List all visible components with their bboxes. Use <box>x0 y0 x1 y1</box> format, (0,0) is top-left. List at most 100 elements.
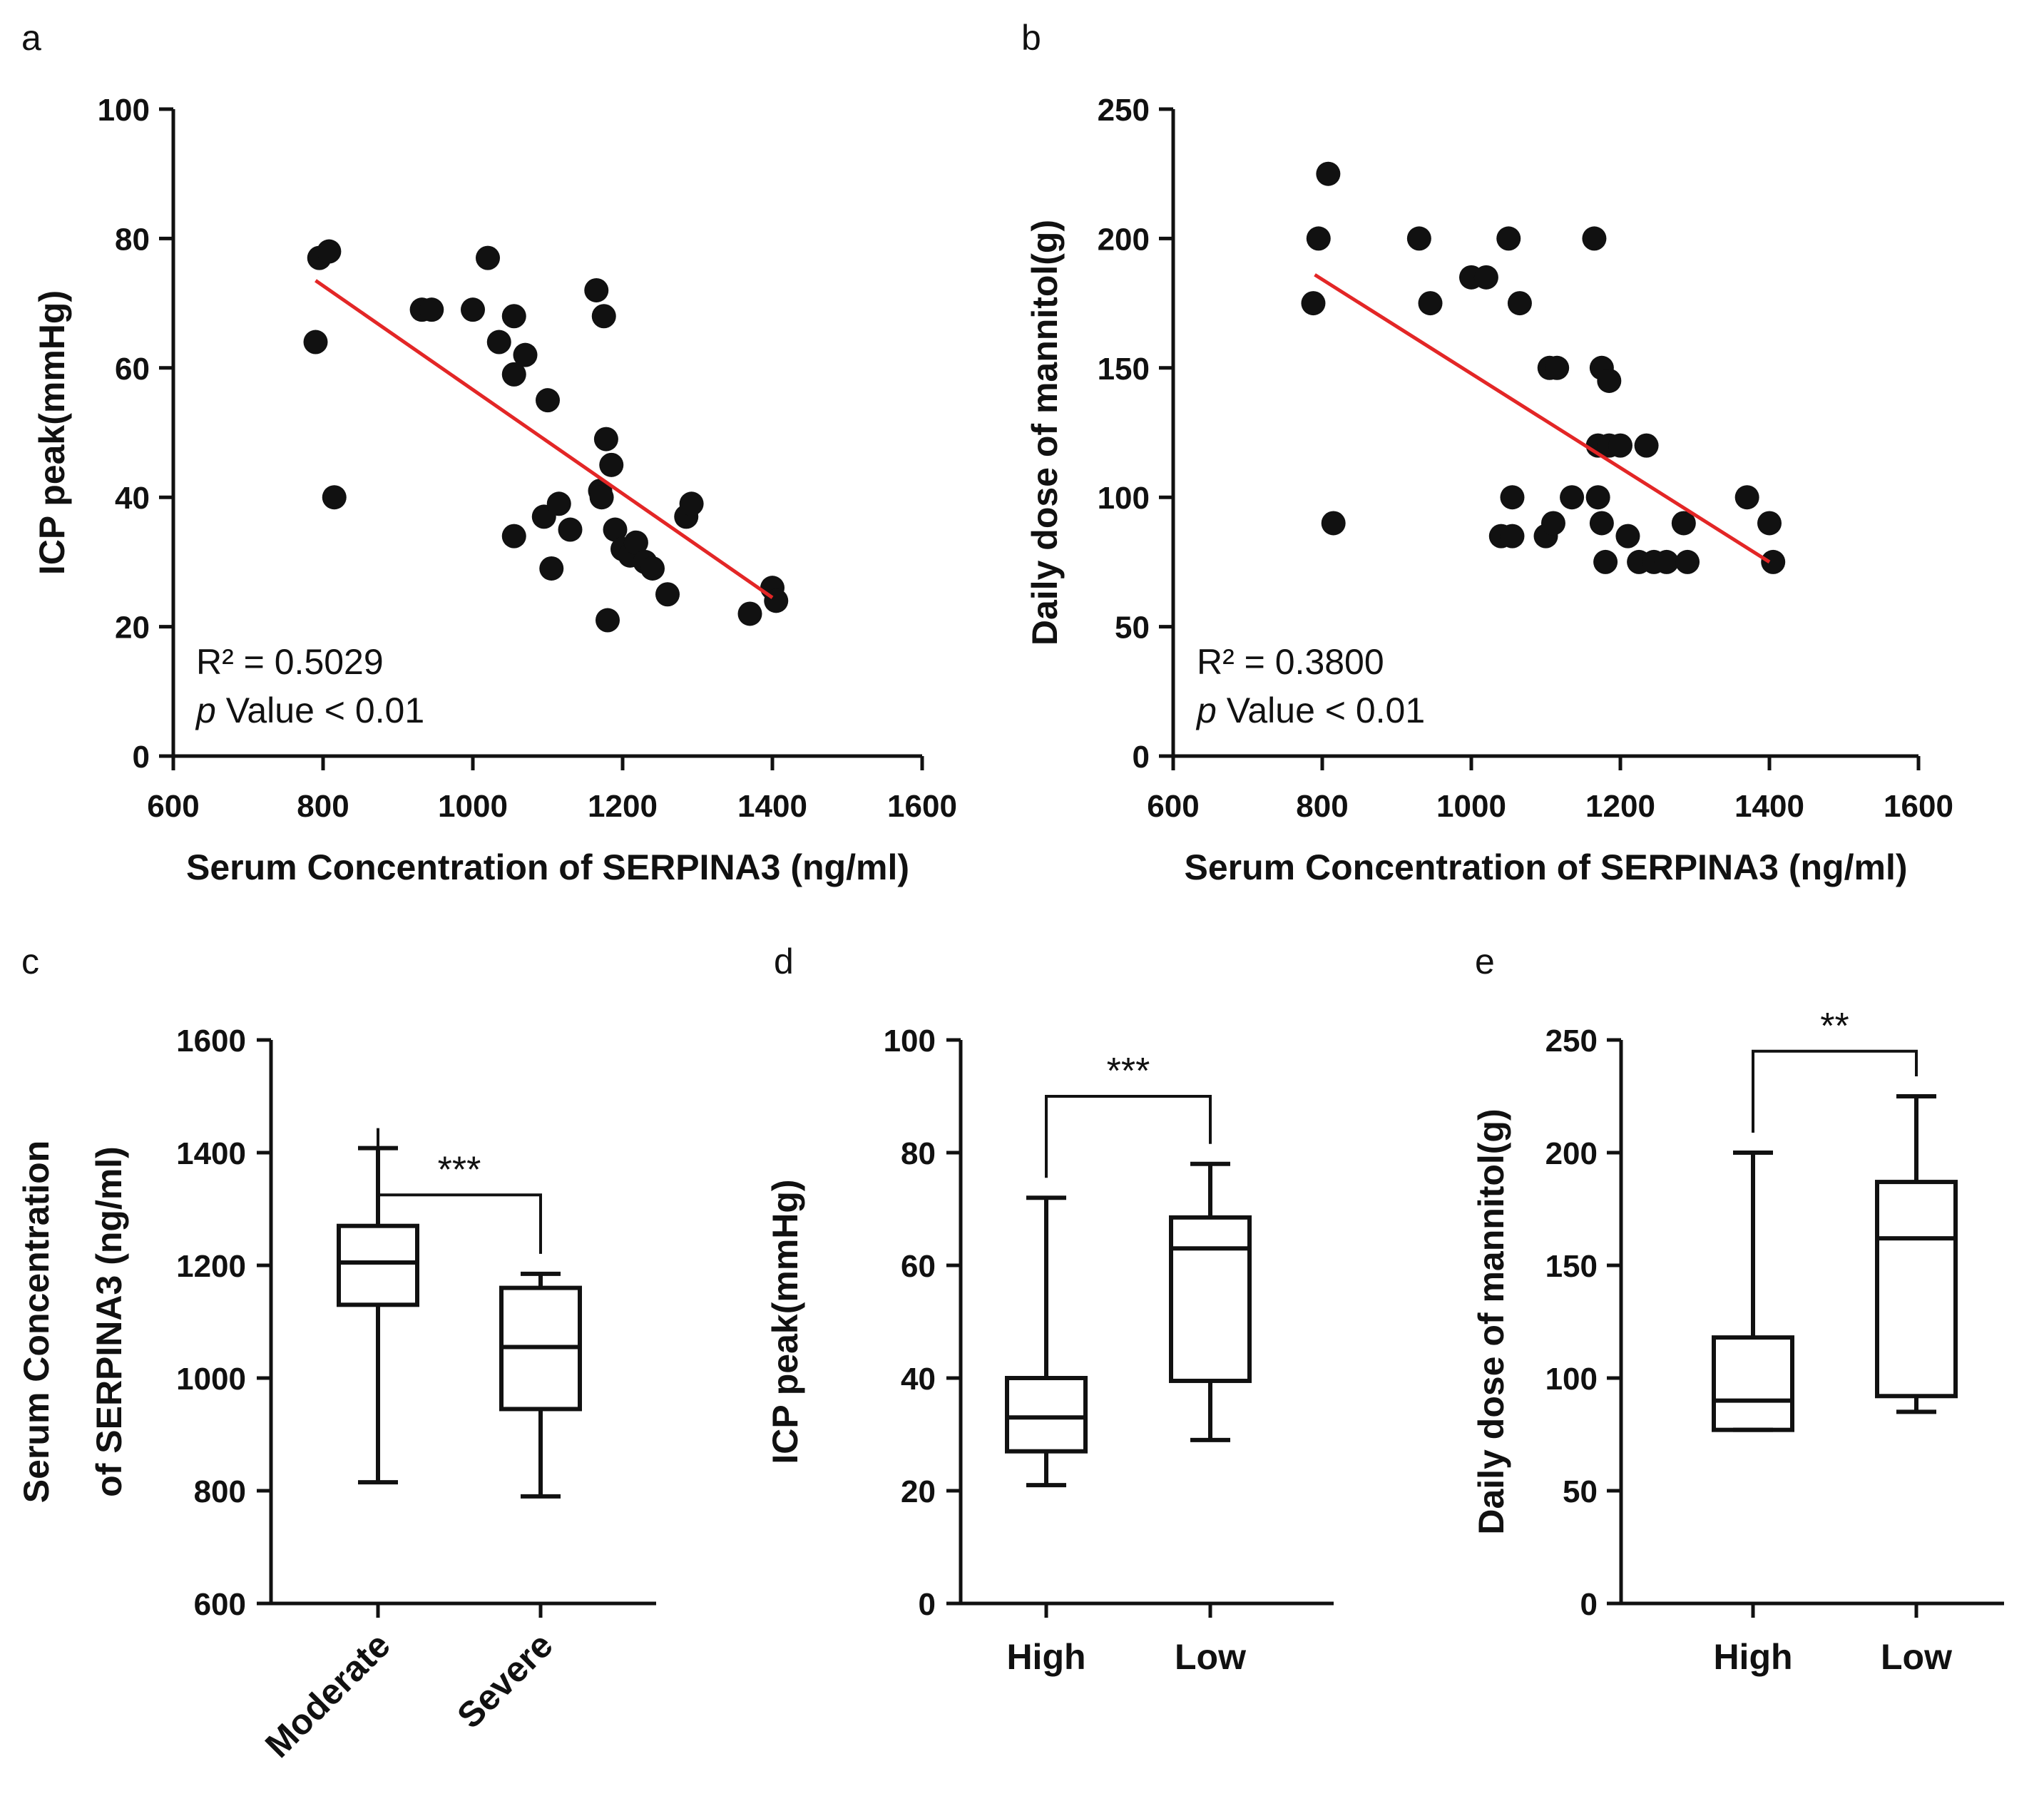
y-axis-title-line: of SERPINA3 (ng/ml) <box>89 1146 129 1497</box>
data-point <box>1321 511 1346 536</box>
box-iqr <box>1169 1215 1252 1383</box>
data-point <box>623 530 648 555</box>
y-axis-title: Daily dose of mannitol(g) <box>1471 1108 1511 1534</box>
data-point <box>501 362 526 387</box>
y-tick-label: 20 <box>901 1474 936 1509</box>
data-point <box>1306 226 1331 251</box>
y-tick-label: 40 <box>115 481 150 516</box>
data-point <box>539 556 564 581</box>
significance-bracket <box>1752 1049 1918 1133</box>
x-tick-label: 1000 <box>438 789 508 824</box>
panel-d: d 0 20 40 60 80 100 High Low *** ICP peak(mmHg) <box>765 942 1334 1677</box>
data-point <box>1496 226 1521 251</box>
y-tick-label: 50 <box>1115 611 1150 646</box>
panel-e: e 0 50 100 150 200 250 High Low ** Daily dose of m… <box>1471 942 2004 1677</box>
data-point <box>1671 511 1696 536</box>
data-point <box>1589 511 1614 536</box>
data-point <box>486 330 511 354</box>
y-tick-label: 0 <box>133 740 150 775</box>
x-axis-title: Serum Concentration of SERPINA3 (ng/ml) <box>1185 847 1908 887</box>
r-squared-label: R² = 0.5029 <box>196 642 384 682</box>
x-tick-label: 1600 <box>887 789 957 824</box>
y-tick-label: 60 <box>901 1249 936 1284</box>
y-axis-title: ICP peak(mmHg) <box>765 1179 805 1464</box>
category-label: Low <box>1175 1637 1246 1677</box>
data-point <box>461 297 485 322</box>
y-tick-label: 1600 <box>176 1024 246 1059</box>
data-point <box>1540 511 1565 536</box>
data-point <box>1500 485 1525 510</box>
y-tick-label: 150 <box>1098 352 1150 387</box>
y-tick-label: 80 <box>901 1136 936 1171</box>
box-high <box>1712 1151 1794 1432</box>
x-axis-title: Serum Concentration of SERPINA3 (ng/ml) <box>186 847 909 887</box>
data-point <box>599 452 624 477</box>
y-axis-title: ICP peak(mmHg) <box>32 290 72 575</box>
x-tick-label: 800 <box>1296 789 1348 824</box>
p-value-text: Value < 0.01 <box>216 690 424 730</box>
data-point <box>591 304 616 329</box>
data-point <box>640 556 665 581</box>
data-point <box>593 427 618 452</box>
box-iqr <box>1875 1180 1958 1399</box>
data-point <box>419 297 444 322</box>
panel-label: b <box>1021 18 1041 58</box>
y-tick-label: 60 <box>115 352 150 387</box>
data-point <box>1316 161 1341 186</box>
y-tick-label: 1000 <box>176 1362 246 1397</box>
data-point <box>1560 485 1585 510</box>
y-tick-label: 150 <box>1545 1249 1598 1284</box>
data-point <box>1500 524 1525 549</box>
panel-label: c <box>21 942 39 981</box>
p-value-label: p Value < 0.01 <box>195 690 424 730</box>
y-tick-label: 50 <box>1563 1474 1598 1509</box>
significance-bracket <box>1045 1095 1212 1178</box>
data-point <box>1507 291 1532 316</box>
x-tick-label: 600 <box>1147 789 1199 824</box>
data-point <box>1761 549 1786 574</box>
y-tick-label: 250 <box>1545 1024 1598 1059</box>
box-moderate <box>337 1146 419 1485</box>
significance-label: *** <box>438 1149 481 1190</box>
data-point <box>1585 485 1610 510</box>
regression-line <box>1314 273 1771 564</box>
data-point <box>1757 511 1782 536</box>
x-tick-label: 1000 <box>1436 789 1506 824</box>
panel-c: c 600 800 1000 1200 1400 1600 Moderate Severe ***… <box>16 942 656 1765</box>
y-tick-label: 100 <box>1545 1362 1598 1397</box>
data-point <box>584 277 609 302</box>
y-tick-label: 100 <box>1098 481 1150 516</box>
data-point <box>679 491 704 516</box>
data-point <box>1582 226 1607 251</box>
data-point <box>1608 433 1632 458</box>
x-tick-label: 1200 <box>588 789 658 824</box>
x-tick-label: 1200 <box>1585 789 1655 824</box>
data-point <box>603 517 628 542</box>
y-tick-label: 0 <box>919 1587 936 1622</box>
data-point <box>317 239 342 264</box>
data-point <box>655 582 680 607</box>
data-point <box>476 245 500 270</box>
box-high <box>1005 1195 1088 1488</box>
data-point <box>596 608 620 633</box>
data-point <box>1734 485 1759 510</box>
data-point <box>536 388 560 413</box>
x-tick-label: 1400 <box>737 789 807 824</box>
r-squared-label: R² = 0.3800 <box>1197 642 1384 682</box>
y-tick-label: 1200 <box>176 1249 246 1284</box>
y-axis-title: Daily dose of mannitol(g) <box>1025 220 1065 646</box>
significance-bracket <box>377 1128 542 1254</box>
significance-label: *** <box>1107 1051 1150 1092</box>
y-tick-label: 100 <box>884 1024 936 1059</box>
y-tick-label: 0 <box>1133 740 1150 775</box>
data-point <box>1615 524 1640 549</box>
p-value-italic: p <box>1195 690 1217 730</box>
panel-b: b 0 50 100 150 200 250 600 800 1000 1200 1400 1600 Se… <box>1021 18 1953 887</box>
x-tick-label: 1600 <box>1884 789 1953 824</box>
regression-line <box>315 279 774 599</box>
panel-label: a <box>21 18 41 58</box>
data-point <box>737 601 762 626</box>
data-point <box>303 330 328 354</box>
y-tick-label: 80 <box>115 222 150 257</box>
